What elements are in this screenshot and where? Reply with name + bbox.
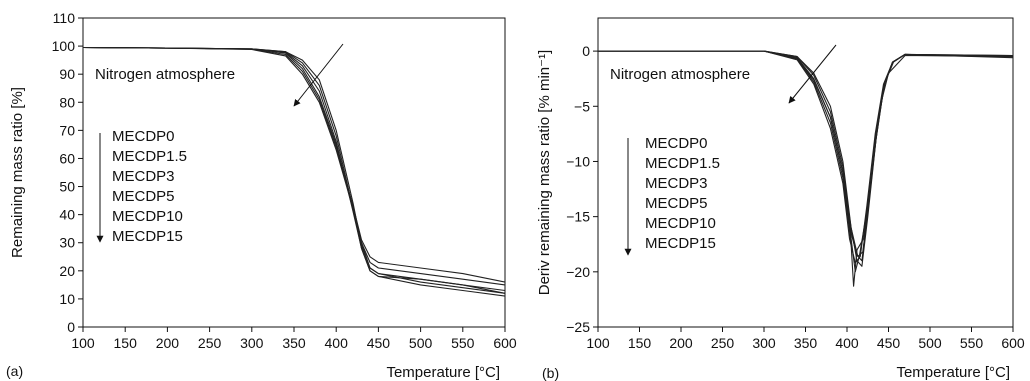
series-line bbox=[598, 50, 1014, 257]
y-tick-label: 30 bbox=[59, 235, 75, 251]
panel-a-legend: MECDP0 MECDP1.5 MECDP3 MECDP5 MECDP10 MECDP15 bbox=[112, 128, 187, 245]
x-tick-label: 350 bbox=[794, 335, 818, 351]
legend-entry: MECDP15 bbox=[112, 228, 183, 245]
panel-b-arrows bbox=[624, 44, 837, 256]
x-tick-label: 200 bbox=[669, 335, 693, 351]
x-tick-label: 100 bbox=[71, 335, 95, 351]
x-tick-label: 150 bbox=[114, 335, 138, 351]
panel-a-y-ticks: 0 10 20 30 40 50 60 70 80 90 100 110 bbox=[52, 10, 83, 335]
x-tick-label: 450 bbox=[367, 335, 391, 351]
panel-a-y-axis-label: Remaining mass ratio [%] bbox=[9, 87, 26, 258]
legend-entry: MECDP3 bbox=[112, 168, 175, 185]
panel-b-y-axis-label: Deriv remaining mass ratio [% min⁻¹] bbox=[536, 50, 553, 295]
y-tick-label: 60 bbox=[59, 150, 75, 166]
y-tick-label: 20 bbox=[59, 263, 75, 279]
panel-b-x-axis-label: Temperature [°C] bbox=[896, 364, 1010, 381]
legend-entry: MECDP5 bbox=[112, 188, 175, 205]
panel-a-x-ticks: 100 150 200 250 300 350 400 450 500 550 600 bbox=[71, 327, 517, 351]
y-tick-label: 40 bbox=[59, 207, 75, 223]
x-tick-label: 500 bbox=[918, 335, 942, 351]
legend-entry: MECDP0 bbox=[112, 128, 175, 145]
panel-b-label: (b) bbox=[542, 365, 559, 381]
y-tick-label: −25 bbox=[566, 319, 590, 335]
panel-b-series bbox=[598, 50, 1014, 287]
x-tick-label: 250 bbox=[198, 335, 222, 351]
x-tick-label: 400 bbox=[835, 335, 859, 351]
series-line bbox=[598, 50, 1014, 264]
y-tick-label: 110 bbox=[53, 10, 76, 26]
panel-a-annotation: Nitrogen atmosphere bbox=[95, 66, 235, 83]
x-tick-label: 100 bbox=[586, 335, 610, 351]
panel-a: 100 150 200 250 300 350 400 450 500 550 600 0 10 20 3… bbox=[6, 10, 517, 381]
x-tick-label: 350 bbox=[282, 335, 306, 351]
x-tick-label: 450 bbox=[877, 335, 901, 351]
y-tick-label: −10 bbox=[566, 153, 590, 169]
panel-b-x-ticks: 100 150 200 250 300 350 400 450 500 550 600 bbox=[586, 327, 1025, 351]
legend-entry: MECDP10 bbox=[112, 208, 183, 225]
trend-arrow bbox=[788, 44, 837, 104]
x-tick-label: 400 bbox=[325, 335, 349, 351]
panel-a-series bbox=[82, 46, 506, 297]
y-tick-label: 0 bbox=[67, 319, 75, 335]
panel-a-x-axis-label: Temperature [°C] bbox=[386, 364, 500, 381]
panel-b-annotation: Nitrogen atmosphere bbox=[610, 66, 750, 83]
legend-entry: MECDP10 bbox=[645, 215, 716, 232]
legend-entry: MECDP5 bbox=[645, 195, 708, 212]
series-line bbox=[82, 46, 506, 294]
y-tick-label: −15 bbox=[566, 209, 590, 225]
series-line bbox=[82, 46, 506, 286]
x-tick-label: 150 bbox=[628, 335, 652, 351]
y-tick-label: 0 bbox=[582, 43, 590, 59]
x-tick-label: 550 bbox=[451, 335, 475, 351]
x-tick-label: 600 bbox=[493, 335, 517, 351]
trend-arrow bbox=[293, 43, 344, 107]
x-tick-label: 200 bbox=[156, 335, 180, 351]
x-tick-label: 500 bbox=[409, 335, 433, 351]
legend-entry: MECDP1.5 bbox=[112, 148, 187, 165]
y-tick-label: −20 bbox=[566, 264, 590, 280]
panel-a-label: (a) bbox=[6, 363, 23, 379]
panel-b: 100 150 200 250 300 350 400 450 500 550 600 −25 −20… bbox=[536, 17, 1025, 381]
x-tick-label: 300 bbox=[752, 335, 776, 351]
y-tick-label: 90 bbox=[59, 66, 75, 82]
y-tick-label: 70 bbox=[59, 122, 75, 138]
panel-a-arrows bbox=[96, 43, 344, 243]
panel-b-y-ticks: −25 −20 −15 −10 −5 0 bbox=[566, 43, 598, 335]
y-tick-label: 80 bbox=[59, 94, 75, 110]
panel-b-legend: MECDP0 MECDP1.5 MECDP3 MECDP5 MECDP10 MECDP15 bbox=[645, 135, 720, 252]
x-tick-label: 300 bbox=[240, 335, 264, 351]
x-tick-label: 250 bbox=[711, 335, 735, 351]
legend-entry: MECDP0 bbox=[645, 135, 708, 152]
y-tick-label: 50 bbox=[59, 179, 75, 195]
x-tick-label: 600 bbox=[1001, 335, 1025, 351]
y-tick-label: 10 bbox=[59, 291, 75, 307]
legend-entry: MECDP3 bbox=[645, 175, 708, 192]
y-tick-label: −5 bbox=[574, 98, 590, 114]
legend-entry: MECDP1.5 bbox=[645, 155, 720, 172]
legend-entry: MECDP15 bbox=[645, 235, 716, 252]
x-tick-label: 550 bbox=[960, 335, 984, 351]
y-tick-label: 100 bbox=[52, 38, 76, 54]
